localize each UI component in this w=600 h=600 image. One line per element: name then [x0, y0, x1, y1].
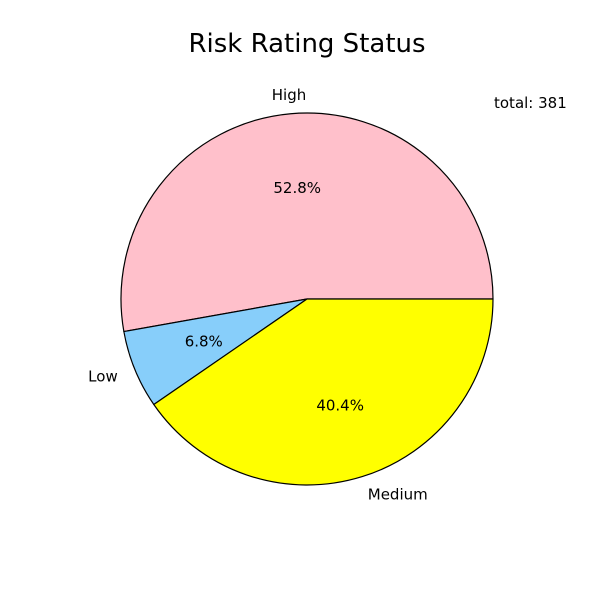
slice-percent-low: 6.8%: [185, 332, 223, 350]
pie-labels: 52.8% High 6.8% Low 40.4% Medium: [88, 86, 428, 503]
pie-slice-high: [120, 112, 494, 333]
slice-label-medium: Medium: [368, 485, 428, 503]
chart-title: Risk Rating Status: [188, 29, 425, 59]
slice-label-low: Low: [88, 368, 118, 386]
slice-percent-medium: 40.4%: [316, 397, 364, 415]
total-annotation: total: 381: [494, 94, 567, 112]
pie-slice-medium: [153, 298, 494, 486]
slice-label-high: High: [272, 86, 306, 104]
slice-percent-high: 52.8%: [273, 179, 321, 197]
pie-slices: [120, 112, 494, 486]
